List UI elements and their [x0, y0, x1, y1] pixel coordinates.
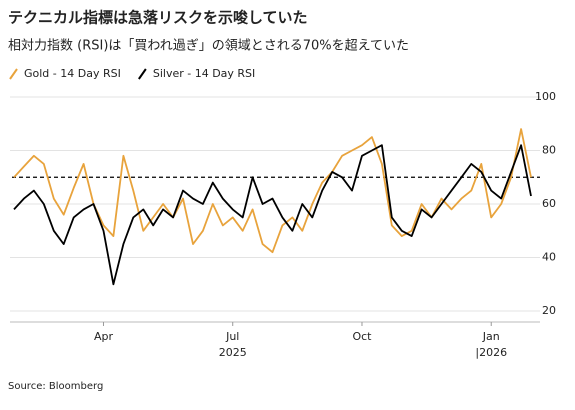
chart-title: テクニカル指標は急落リスクを示唆していた — [8, 9, 308, 27]
x-tick-label: Oct — [352, 330, 372, 343]
x-tick-label: Jul — [225, 330, 239, 343]
series-line — [13, 128, 532, 254]
y-tick-label: 100 — [535, 90, 556, 103]
chart-subtitle: 相対力指数 (RSI)は「買われ過ぎ」の領域とされる70%を超えていた — [8, 38, 409, 54]
legend-label: Silver - 14 Day RSI — [153, 67, 255, 80]
legend-label: Gold - 14 Day RSI — [24, 67, 121, 80]
year-label: 2025 — [219, 346, 247, 359]
y-tick-label: 40 — [542, 251, 556, 264]
y-tick-label: 20 — [542, 304, 556, 317]
legend-swatch — [9, 68, 18, 80]
x-tick-label: Apr — [94, 330, 114, 343]
legend-swatch — [138, 68, 147, 80]
y-tick-label: 60 — [542, 197, 556, 210]
x-tick-label: Jan — [482, 330, 500, 343]
y-tick-label: 80 — [542, 144, 556, 157]
series-line — [13, 144, 532, 286]
source: Source: Bloomberg — [8, 381, 103, 392]
year-label: |2026 — [475, 346, 507, 359]
